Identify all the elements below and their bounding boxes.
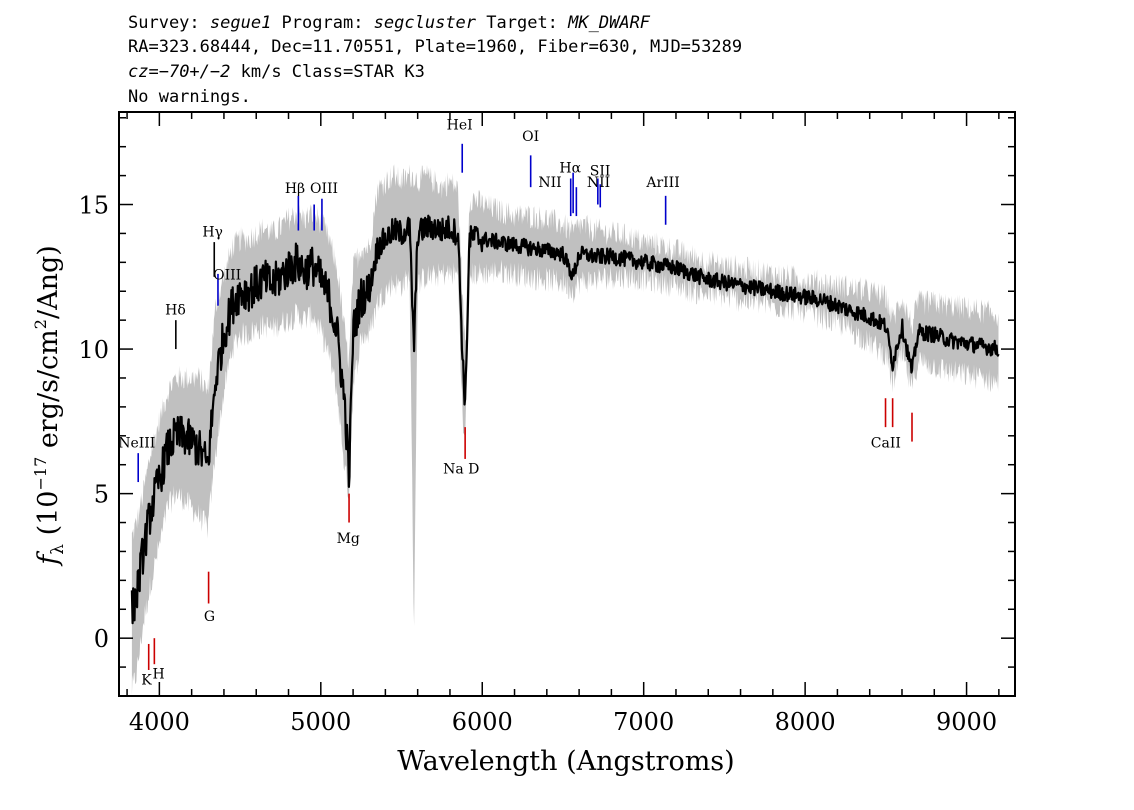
y-axis-prefix: (10	[33, 491, 64, 544]
line-label-NeIII: NeIII	[118, 435, 155, 451]
y-tick-label: 10	[78, 336, 109, 364]
line-label-Mg: Mg	[337, 531, 360, 547]
x-tick-label: 7000	[613, 708, 674, 736]
x-tick-label: 9000	[936, 708, 997, 736]
program-label: Program:	[271, 13, 373, 33]
y-axis-suffix: /Ang)	[33, 245, 64, 319]
cz-value: =−70+/−2	[148, 62, 230, 82]
y-axis-exponent: −17	[31, 457, 50, 491]
class-text: km/s Class=STAR K3	[230, 62, 424, 82]
header: Survey: segue1 Program: segcluster Targe…	[128, 13, 742, 107]
program-value: segcluster	[374, 13, 477, 33]
line-label-SII-6716: SII	[590, 164, 611, 180]
header-line-1: Survey: segue1 Program: segcluster Targe…	[128, 13, 651, 33]
line-label-Ca-K: K	[141, 672, 152, 688]
line-label-H-gamma: Hγ	[202, 224, 223, 240]
header-line-3: cz=−70+/−2 km/s Class=STAR K3	[128, 62, 425, 82]
survey-label: Survey:	[128, 13, 210, 33]
line-label-OIII-4363: OIII	[213, 268, 241, 284]
y-tick-label: 0	[94, 625, 109, 653]
y-tick-label: 15	[78, 192, 109, 220]
header-line-4: No warnings.	[128, 87, 251, 107]
line-label-H-delta: Hδ	[165, 302, 186, 318]
cz-label: cz	[128, 62, 148, 82]
plot-frame	[118, 111, 1016, 697]
x-tick-label: 5000	[290, 708, 351, 736]
y-axis-unit-exponent: 2	[31, 319, 50, 329]
line-label-Ca-H: H	[152, 667, 164, 683]
y-axis-unit: erg/s/cm	[33, 329, 64, 457]
header-line-2: RA=323.68444, Dec=11.70551, Plate=1960, …	[128, 37, 742, 57]
line-label-CaII-8498: CaII	[871, 435, 901, 451]
y-tick-label: 5	[94, 481, 109, 509]
survey-value: segue1	[210, 13, 271, 33]
error-band	[131, 164, 999, 696]
line-label-NII-6548: NII	[538, 175, 561, 191]
line-label-OI: OI	[522, 129, 539, 145]
line-label-HeI: HeI	[447, 117, 473, 133]
x-axis-title: Wavelength (Angstroms)	[397, 746, 734, 777]
line-label-H-beta: Hβ	[285, 181, 305, 197]
y-axis-title: fλ (10−17 erg/s/cm2/Ang)	[31, 245, 68, 567]
x-tick-label: 6000	[452, 708, 513, 736]
line-label-SII-6731: NII	[587, 175, 610, 191]
line-label-H-alpha: Hα	[559, 161, 581, 177]
line-label-OIII-5007: OIII	[310, 181, 338, 197]
line-label-Na-D: Na D	[443, 461, 479, 477]
y-axis-subscript: λ	[48, 544, 68, 555]
flux-line	[130, 214, 1000, 625]
target-label: Target:	[476, 13, 568, 33]
x-tick-label: 8000	[775, 708, 836, 736]
line-label-G-band: G	[204, 609, 215, 625]
x-tick-label: 4000	[129, 708, 190, 736]
target-value: MK_DWARF	[567, 13, 651, 33]
line-label-ArIII: ArIII	[645, 175, 679, 191]
